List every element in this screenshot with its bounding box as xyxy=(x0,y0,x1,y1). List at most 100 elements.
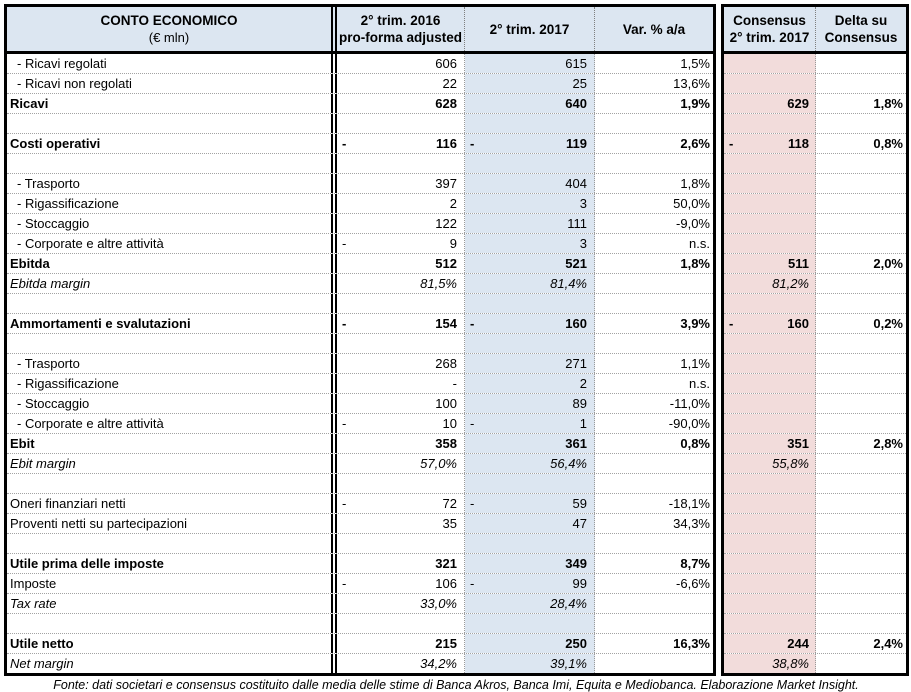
value-2017-text: 1 xyxy=(579,415,587,431)
value-2016-text: 215 xyxy=(435,635,457,651)
value-2017 xyxy=(465,114,595,133)
value-2016-text: 22 xyxy=(442,75,457,91)
var-pct-text: 1,9% xyxy=(680,95,710,111)
row-label: Ebit margin xyxy=(7,454,337,473)
consensus-value xyxy=(724,234,816,253)
row-label: Ebit xyxy=(7,434,337,453)
consensus-value-text: 118 xyxy=(788,135,809,151)
var-pct: -18,1% xyxy=(595,494,713,513)
value-2017 xyxy=(465,614,595,633)
value-2017-text: 111 xyxy=(567,215,587,231)
value-2017 xyxy=(465,334,595,353)
value-2016-text: 628 xyxy=(435,95,457,111)
income-statement-table: CONTO ECONOMICO (€ mln) 2° trim. 2016 pr… xyxy=(4,4,716,676)
var-pct-text: n.s. xyxy=(689,375,710,391)
var-pct-text: 2,6% xyxy=(680,135,710,151)
source-note: Fonte: dati societari e consensus costit… xyxy=(53,678,859,692)
var-pct: 3,9% xyxy=(595,314,713,333)
var-pct: 1,5% xyxy=(595,54,713,73)
var-pct: 13,6% xyxy=(595,74,713,93)
delta-value xyxy=(816,214,906,233)
delta-value xyxy=(816,594,906,613)
var-pct: 2,6% xyxy=(595,134,713,153)
value-2017-text: 271 xyxy=(565,355,587,371)
delta-value xyxy=(816,74,906,93)
table-row: Oneri finanziari netti -72-59 -18,1% xyxy=(7,494,713,514)
var-pct: 50,0% xyxy=(595,194,713,213)
consensus-row xyxy=(724,174,906,194)
value-2016 xyxy=(337,334,465,353)
value-2016 xyxy=(337,614,465,633)
row-label xyxy=(7,114,337,133)
var-pct: -90,0% xyxy=(595,414,713,433)
consensus-value-text: 38,8% xyxy=(772,655,809,671)
consensus-row: 351 2,8% xyxy=(724,434,906,454)
table-row: - Trasporto 268 271 1,1% xyxy=(7,354,713,374)
value-2017: 81,4% xyxy=(465,274,595,293)
consensus-value xyxy=(724,374,816,393)
value-2017: 111 xyxy=(465,214,595,233)
delta-value xyxy=(816,534,906,553)
consensus-row: 629 1,8% xyxy=(724,94,906,114)
delta-value: 2,4% xyxy=(816,634,906,653)
tables-container: CONTO ECONOMICO (€ mln) 2° trim. 2016 pr… xyxy=(4,4,909,676)
value-2017: - 99 xyxy=(465,574,595,593)
value-2016 xyxy=(337,154,465,173)
value-2017-text: 56,4% xyxy=(550,455,587,471)
header-conto-economico-title: CONTO ECONOMICO xyxy=(100,13,238,28)
consensus-row xyxy=(724,294,906,314)
value-2016-text: 358 xyxy=(435,435,457,451)
consensus-row xyxy=(724,354,906,374)
value-2017: 25 xyxy=(465,74,595,93)
value-2017-text: 640 xyxy=(565,95,587,111)
delta-value xyxy=(816,394,906,413)
row-label: Costi operativi xyxy=(7,134,337,153)
table-row xyxy=(7,334,713,354)
consensus-value xyxy=(724,194,816,213)
consensus-row xyxy=(724,474,906,494)
var-pct-text: 16,3% xyxy=(673,635,710,651)
value-2016: - xyxy=(337,374,465,393)
value-2016: 34,2% xyxy=(337,654,465,673)
accounting-minus-sign: - xyxy=(470,135,475,151)
value-2016: 358 xyxy=(337,434,465,453)
row-label: Ricavi xyxy=(7,94,337,113)
value-2016: 22 xyxy=(337,74,465,93)
row-label: - Corporate e altre attività xyxy=(7,234,337,253)
value-2016-text: 321 xyxy=(435,555,457,571)
value-2017-text: 25 xyxy=(572,75,587,91)
table-row: Ammortamenti e svalutazioni -154-160 3,9% xyxy=(7,314,713,334)
row-label xyxy=(7,334,337,353)
value-2016: 628 xyxy=(337,94,465,113)
value-2016: 606 xyxy=(337,54,465,73)
value-2017: -1 xyxy=(465,414,595,433)
consensus-value-text: 55,8% xyxy=(772,455,809,471)
table-row: - Rigassificazione - 2 n.s. xyxy=(7,374,713,394)
consensus-value xyxy=(724,54,816,73)
delta-value: 2,8% xyxy=(816,434,906,453)
value-2017-text: 2 xyxy=(579,375,587,391)
var-pct: n.s. xyxy=(595,374,713,393)
delta-value xyxy=(816,334,906,353)
consensus-value xyxy=(724,474,816,493)
var-pct xyxy=(595,614,713,633)
value-2016-text: 9 xyxy=(449,235,457,251)
row-label: Oneri finanziari netti xyxy=(7,494,337,513)
delta-value xyxy=(816,614,906,633)
var-pct: 1,8% xyxy=(595,254,713,273)
delta-value-text: 2,8% xyxy=(873,435,903,451)
value-2017-text: 361 xyxy=(565,435,587,451)
consensus-value xyxy=(724,394,816,413)
value-2016: - 72 xyxy=(337,494,465,513)
delta-value: 1,8% xyxy=(816,94,906,113)
consensus-table: Consensus 2° trim. 2017 Delta su Consens… xyxy=(721,4,909,676)
consensus-row xyxy=(724,54,906,74)
value-2016-text: 100 xyxy=(435,395,457,411)
value-2016 xyxy=(337,474,465,493)
value-2016 xyxy=(337,114,465,133)
value-2016-text: 606 xyxy=(435,55,457,71)
value-2016: 268 xyxy=(337,354,465,373)
value-2016-text: 397 xyxy=(435,175,457,191)
value-2016-text: 10 xyxy=(442,415,457,431)
var-pct: 1,1% xyxy=(595,354,713,373)
